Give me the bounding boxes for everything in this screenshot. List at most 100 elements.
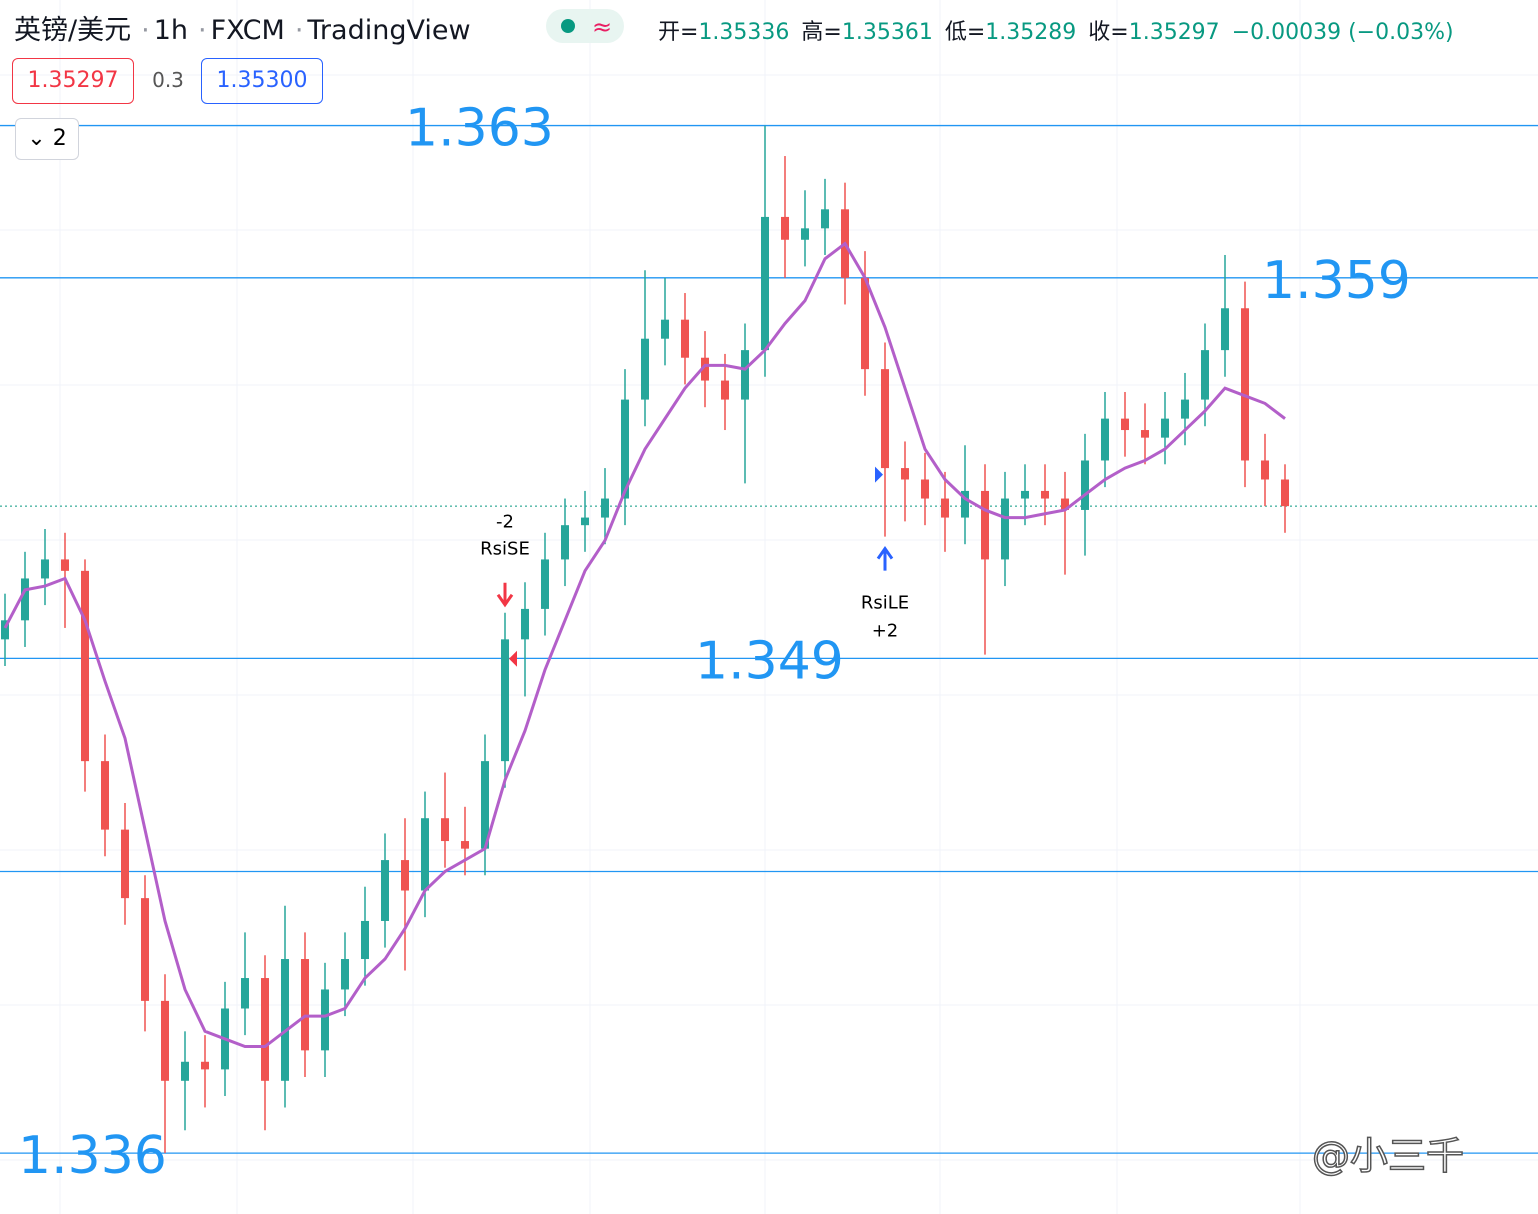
candle-body xyxy=(461,841,469,849)
candle-body xyxy=(621,399,629,499)
signal-arrow xyxy=(876,545,894,571)
ohlc-label: 收= xyxy=(1088,20,1129,45)
candle-body xyxy=(41,559,49,579)
candle-body xyxy=(501,639,509,762)
candle-body xyxy=(1261,460,1269,480)
candle-body xyxy=(541,559,549,609)
candle-body xyxy=(1121,418,1129,431)
candle-body xyxy=(201,1061,209,1070)
candle-body xyxy=(1181,399,1189,419)
candle-body xyxy=(701,357,709,381)
candle-body xyxy=(601,498,609,518)
candle-body xyxy=(761,216,769,351)
indicator-count: 2 xyxy=(52,126,67,151)
candle-body xyxy=(941,498,949,518)
candle-body xyxy=(981,490,989,560)
level-label: 1.359 xyxy=(1262,251,1411,311)
level-label: 1.336 xyxy=(18,1126,167,1186)
candle-body xyxy=(81,570,89,762)
candle-body xyxy=(661,319,669,339)
candle-body xyxy=(441,818,449,842)
moving-average xyxy=(3,241,1286,1049)
candle-body xyxy=(341,959,349,990)
candle-body xyxy=(881,369,889,469)
signal-qty: -2 xyxy=(496,512,514,533)
interval[interactable]: 1h xyxy=(153,15,188,46)
ohlc-label: 高= xyxy=(801,20,842,45)
ohlc-value: 1.35289 xyxy=(985,20,1077,45)
signal-qty: +2 xyxy=(872,621,899,642)
ohlc-value: 1.35361 xyxy=(841,20,933,45)
candle-body xyxy=(821,209,829,229)
svg-text:≈: ≈ xyxy=(592,13,612,41)
candle-body xyxy=(641,338,649,400)
ohlc-legend: 开=1.35336 高=1.35361 低=1.35289 收=1.35297 −0.0… xyxy=(658,14,1466,46)
candle-body xyxy=(961,490,969,518)
candle-body xyxy=(1281,479,1289,507)
indicator-toggle[interactable]: ⌄ 2 xyxy=(15,118,79,160)
candle-body xyxy=(261,978,269,1081)
candle-body xyxy=(101,761,109,830)
candle-body xyxy=(361,920,369,960)
candle-body xyxy=(321,989,329,1051)
spread: 0.3 xyxy=(152,68,184,92)
signal-arrow xyxy=(496,582,514,608)
candle-body xyxy=(901,468,909,480)
candle-body xyxy=(241,978,249,1009)
candle-body xyxy=(21,578,29,621)
candle-body xyxy=(1201,350,1209,400)
ohlc-label: 开= xyxy=(658,20,699,45)
candle-body xyxy=(121,829,129,899)
candle-body xyxy=(1001,498,1009,560)
candle-body xyxy=(581,517,589,526)
candle-body xyxy=(281,959,289,1081)
candle-body xyxy=(421,818,429,891)
candle-body xyxy=(1241,308,1249,461)
level-label: 1.363 xyxy=(405,99,554,159)
candle-body xyxy=(1221,308,1229,351)
symbol[interactable]: 英镑/美元 xyxy=(14,15,132,46)
candle-body xyxy=(521,608,529,640)
candle-body xyxy=(921,479,929,499)
candle-body xyxy=(401,860,409,891)
candle-body xyxy=(381,860,389,921)
status-pill[interactable]: ≈ xyxy=(546,9,624,43)
candle-body xyxy=(1141,430,1149,438)
candle-body xyxy=(861,277,869,370)
candle-body xyxy=(1041,490,1049,499)
ohlc-value: 1.35297 xyxy=(1128,20,1220,45)
signal-marker xyxy=(509,650,517,667)
ohlc-value: 1.35336 xyxy=(698,20,790,45)
candle-body xyxy=(181,1061,189,1081)
symbol-header: 英镑/美元 · 1h · FXCM · TradingView xyxy=(14,15,471,46)
candle-body xyxy=(1061,498,1069,510)
candle-body xyxy=(801,228,809,240)
candle-body xyxy=(1021,490,1029,499)
watermark: @小三千 xyxy=(1311,1133,1465,1179)
candle-body xyxy=(301,959,309,1051)
candle-body xyxy=(1,620,9,640)
candle-body xyxy=(721,380,729,400)
candle-body xyxy=(481,761,489,849)
candle-body xyxy=(781,216,789,240)
candle-body xyxy=(1081,460,1089,510)
source: TradingView xyxy=(307,15,471,46)
candle-body xyxy=(141,898,149,1001)
candle-body xyxy=(1101,418,1109,461)
buy-button[interactable]: 1.35300 xyxy=(201,58,323,104)
candle-body xyxy=(1161,418,1169,438)
level-label: 1.349 xyxy=(695,631,844,691)
ohlc-label: 低= xyxy=(944,20,986,45)
candle-body xyxy=(61,559,69,571)
candle-body xyxy=(161,1000,169,1081)
candle-body xyxy=(681,319,689,358)
status-icons: ≈ xyxy=(561,13,612,41)
sell-button[interactable]: 1.35297 xyxy=(12,58,134,104)
candle-body xyxy=(741,350,749,400)
signal-name: RsiSE xyxy=(480,539,530,560)
signal-marker xyxy=(875,466,883,483)
change: −0.00039 (−0.03%) xyxy=(1231,20,1454,45)
exchange: FXCM xyxy=(210,15,285,46)
